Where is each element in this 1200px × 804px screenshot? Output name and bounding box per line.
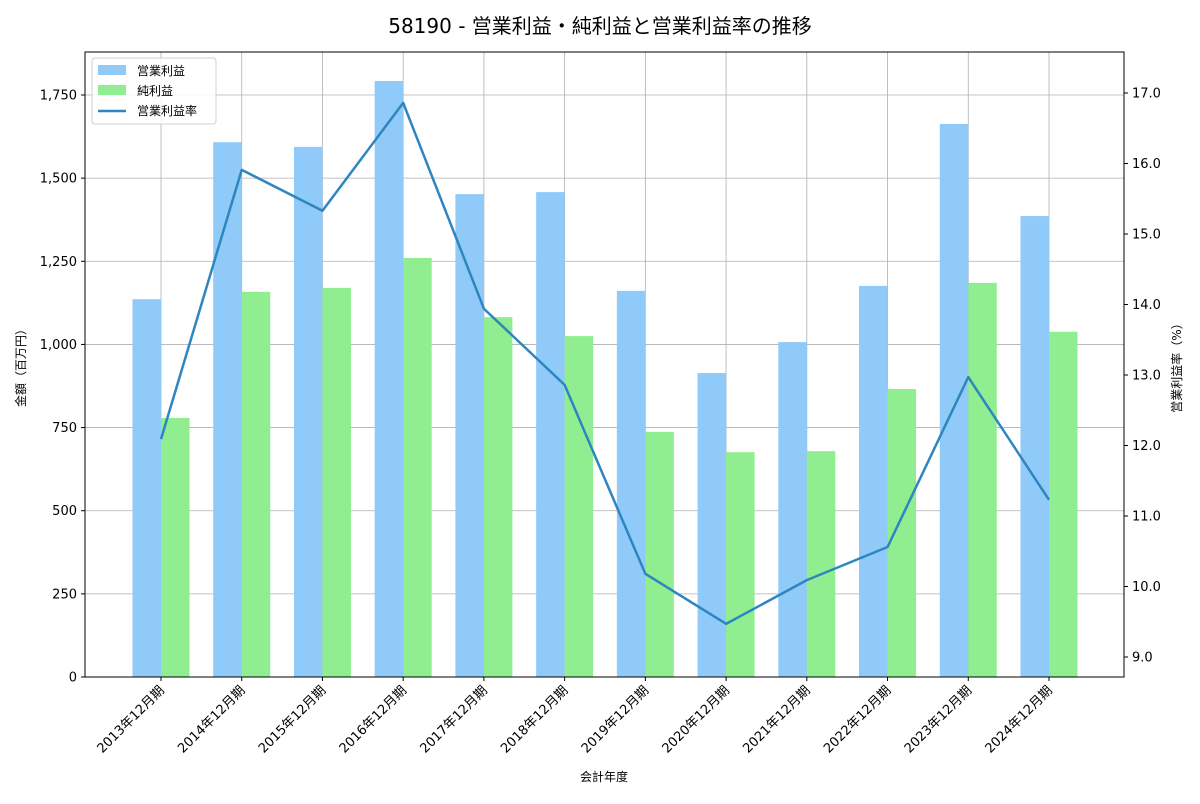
y2-tick-label: 17.0 <box>1132 87 1161 102</box>
bar-net-profit <box>887 388 917 677</box>
legend-label-net-profit: 純利益 <box>137 84 173 98</box>
legend-swatch-operating-profit <box>98 65 126 75</box>
legend-label-operating-profit: 営業利益 <box>137 64 185 78</box>
bar-net-profit <box>726 452 755 677</box>
bar-operating-profit <box>859 285 888 677</box>
bar-net-profit <box>241 291 271 677</box>
bar-operating-profit <box>293 146 323 677</box>
y2-tick-label: 15.0 <box>1132 228 1161 243</box>
y2-tick-label: 10.0 <box>1132 580 1161 595</box>
y2-tick-label: 13.0 <box>1132 369 1161 384</box>
y2-tick-label: 14.0 <box>1132 298 1161 313</box>
y-tick-label: 500 <box>52 504 77 519</box>
y-tick-label: 750 <box>52 421 77 436</box>
bar-net-profit <box>1049 331 1078 677</box>
bar-net-profit <box>564 336 594 677</box>
y2-tick-label: 9.0 <box>1132 651 1153 666</box>
bar-operating-profit <box>374 81 404 678</box>
bar-operating-profit <box>616 290 646 677</box>
bar-operating-profit <box>536 192 565 678</box>
margin-line <box>159 101 1051 626</box>
bar-net-profit <box>161 417 190 677</box>
y-tick-label: 1,250 <box>40 255 77 270</box>
chart-title: 58190 - 営業利益・純利益と営業利益率の推移 <box>388 14 812 38</box>
bar-operating-profit <box>939 123 969 677</box>
bar-operating-profit <box>778 342 807 677</box>
legend: 営業利益 純利益 営業利益率 <box>91 57 217 125</box>
bar-net-profit <box>322 287 351 677</box>
bar-net-profit <box>483 317 513 677</box>
bar-operating-profit <box>213 142 242 677</box>
y2-tick-label: 11.0 <box>1132 510 1161 525</box>
bar-operating-profit <box>697 373 727 677</box>
y2-axis-label: 営業利益率（%） <box>1169 317 1184 412</box>
y2-tick-label: 12.0 <box>1132 439 1161 454</box>
legend-swatch-net-profit <box>98 85 126 95</box>
left-y-axis: 0 250 500 750 1,000 1,250 1,500 1,750 <box>40 89 85 686</box>
y-tick-label: 1,000 <box>40 338 77 353</box>
legend-label-margin: 営業利益率 <box>137 103 197 118</box>
y2-tick-label: 16.0 <box>1132 157 1161 172</box>
bar-net-profit <box>645 431 674 677</box>
x-axis-label: 会計年度 <box>580 769 628 784</box>
bar-net-profit <box>806 451 836 677</box>
bar-operating-profit <box>132 299 161 677</box>
bar-net-profit <box>968 282 997 677</box>
plot-frame <box>84 51 1125 678</box>
y-tick-label: 1,750 <box>40 89 77 104</box>
operating-margin-line <box>159 101 1051 626</box>
y-axis-label: 金額（百万円） <box>13 323 28 407</box>
bar-operating-profit <box>1020 216 1049 677</box>
y-tick-label: 250 <box>52 587 77 602</box>
bar-operating-profit <box>455 194 484 677</box>
bars <box>132 81 1078 678</box>
bar-net-profit <box>403 257 432 677</box>
y-tick-label: 1,500 <box>40 172 77 187</box>
y-tick-label: 0 <box>69 671 77 686</box>
right-y-axis: 9.0 10.0 11.0 12.0 13.0 14.0 15.0 16.0 17.0 <box>1124 87 1161 666</box>
